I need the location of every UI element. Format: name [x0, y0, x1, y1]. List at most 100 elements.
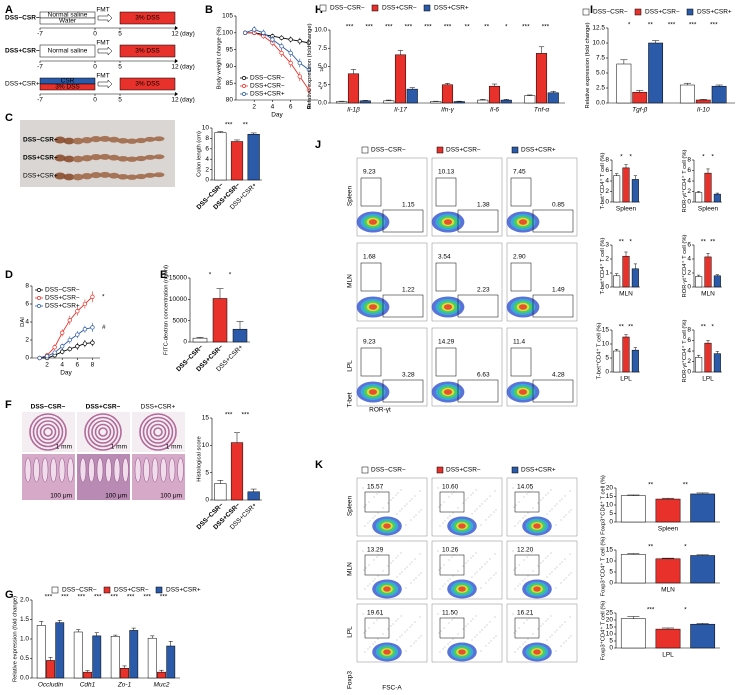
- gate: [364, 554, 390, 576]
- event: [420, 572, 422, 574]
- event: [524, 578, 526, 580]
- event: [443, 564, 445, 566]
- crypt: [160, 457, 167, 483]
- event: [472, 492, 474, 494]
- swiss-roll: [84, 413, 122, 451]
- y-tick-label: 0.0: [596, 100, 605, 107]
- y-axis-label: Foxp3⁺CD4⁺ T cell (%): [599, 475, 606, 535]
- y-tick-label: 105: [222, 13, 233, 20]
- event: [382, 633, 384, 635]
- event: [363, 632, 365, 634]
- bar: [632, 91, 648, 104]
- event: [404, 631, 406, 633]
- event: [494, 616, 496, 618]
- colon-segment: [144, 172, 156, 178]
- y-tick-label: 6: [25, 301, 29, 308]
- gate-value: 1.15: [402, 202, 415, 209]
- y-tick-label: 6: [687, 337, 691, 344]
- event: [362, 550, 364, 552]
- point: [67, 337, 72, 343]
- event: [418, 511, 420, 513]
- event: [396, 576, 398, 578]
- event: [519, 520, 521, 522]
- panel-letter: D: [5, 269, 13, 281]
- event: [561, 624, 563, 626]
- legend-swatch: [319, 4, 327, 12]
- legend-swatch: [371, 4, 379, 12]
- event: [397, 555, 399, 557]
- y-tick-label: 0: [25, 355, 29, 362]
- event: [365, 567, 367, 569]
- event: [368, 501, 370, 503]
- gate-value: 12.20: [517, 547, 534, 554]
- event: [486, 561, 488, 563]
- event: [443, 501, 445, 503]
- row-label: MLN: [347, 562, 354, 576]
- event: [452, 575, 454, 577]
- panel-letter: C: [5, 112, 13, 124]
- event: [364, 588, 366, 590]
- y-tick-label: 7.5: [318, 45, 327, 52]
- event: [517, 648, 519, 650]
- gate: [510, 347, 532, 377]
- dss-label: 3% DSS: [135, 81, 160, 88]
- density: [458, 586, 466, 592]
- legend-marker: [37, 304, 41, 308]
- colon-segment: [126, 174, 138, 180]
- y-tick-label: 1.0: [20, 636, 29, 643]
- y-tick-label: 5: [609, 638, 613, 645]
- annotation: ***: [710, 22, 718, 29]
- event: [551, 508, 553, 510]
- event: [465, 562, 467, 564]
- y-tick-label: 8: [687, 327, 691, 334]
- legend-swatch: [436, 466, 444, 474]
- annotation: ***: [45, 594, 53, 601]
- annotation: **: [628, 324, 634, 331]
- point: [306, 87, 312, 93]
- event: [444, 646, 446, 648]
- y-tick-label: 85: [226, 80, 234, 87]
- gate-value: 19.61: [367, 610, 384, 617]
- event: [447, 580, 449, 582]
- event: [437, 613, 439, 615]
- swiss-roll: [94, 423, 112, 441]
- event: [476, 634, 478, 636]
- y-tick-label: 5: [205, 469, 209, 476]
- event: [451, 493, 453, 495]
- bar: [648, 42, 664, 104]
- annotation: **: [465, 24, 471, 31]
- x-axis-label: LPL: [620, 376, 632, 383]
- flow-ylabel: T-bet: [347, 392, 354, 407]
- density: [533, 586, 541, 592]
- event: [419, 490, 421, 492]
- bar: [394, 54, 407, 104]
- y-tick-label: 10.0: [592, 40, 605, 47]
- point: [67, 318, 72, 323]
- bar: [247, 133, 260, 181]
- event: [418, 637, 420, 639]
- event: [414, 621, 416, 623]
- event: [568, 574, 570, 576]
- density: [443, 389, 453, 395]
- x-tick-label: Ifn-γ: [441, 107, 454, 114]
- y-axis-label: T-bet⁺CD4⁺ T cell (%): [595, 323, 602, 380]
- event: [517, 522, 519, 524]
- point: [67, 346, 72, 352]
- annotation: ***: [365, 24, 373, 31]
- event: [467, 497, 469, 499]
- bar: [690, 493, 716, 523]
- event: [484, 626, 486, 628]
- bar: [230, 442, 244, 501]
- legend-label: DSS+CSR+: [45, 303, 80, 310]
- panel-letter: B: [205, 4, 213, 16]
- annotation: *: [229, 272, 232, 279]
- event: [373, 559, 375, 561]
- event: [514, 651, 516, 653]
- event: [488, 579, 490, 581]
- event: [404, 568, 406, 570]
- event: [524, 641, 526, 643]
- bar: [453, 101, 465, 104]
- y-tick-label: 2.5: [596, 85, 605, 92]
- event: [518, 627, 520, 629]
- event: [411, 498, 413, 500]
